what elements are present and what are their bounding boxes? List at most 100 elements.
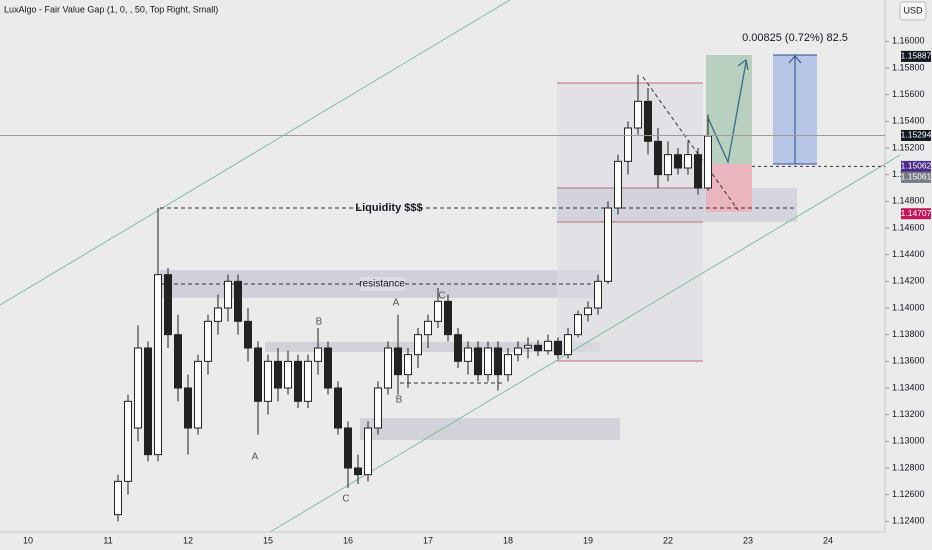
price-marker xyxy=(901,50,931,62)
candle-body xyxy=(354,467,362,476)
candle-body xyxy=(284,360,292,389)
label-bg xyxy=(360,277,405,291)
candle-body xyxy=(464,347,472,362)
y-tick-label: 1.13400 xyxy=(892,382,925,392)
candle-body xyxy=(504,354,512,376)
y-tick-label: 1.13000 xyxy=(892,436,925,446)
candle-body xyxy=(324,347,332,389)
candle-body xyxy=(344,427,352,469)
candle-body xyxy=(614,160,622,209)
price-marker-label: 1.14707 xyxy=(901,208,932,218)
candle-body xyxy=(554,340,562,356)
candle-body xyxy=(214,307,222,322)
y-tick-label: 1.16000 xyxy=(892,36,925,46)
candle-body xyxy=(474,347,482,376)
wave-label: B xyxy=(316,317,323,328)
demand-zone xyxy=(557,188,797,222)
candle-body xyxy=(114,480,122,516)
candle-body xyxy=(404,354,412,376)
candle-body xyxy=(634,100,642,129)
candle-body xyxy=(624,127,632,162)
candle-body xyxy=(374,387,382,429)
y-tick-label: 1.14600 xyxy=(892,222,925,232)
candle-body xyxy=(694,154,702,189)
candle-body xyxy=(454,334,462,362)
candle-body xyxy=(654,140,662,176)
candle-body xyxy=(264,360,272,402)
y-tick-label: 1.15800 xyxy=(892,62,925,72)
x-tick-label: 10 xyxy=(23,535,33,545)
candle-body xyxy=(514,347,522,356)
x-tick-label: 17 xyxy=(423,535,433,545)
currency-box[interactable] xyxy=(899,1,927,21)
price-marker xyxy=(901,171,931,183)
y-tick-label: 1.14000 xyxy=(892,302,925,312)
label-bg xyxy=(360,201,418,215)
candle-body xyxy=(184,387,192,429)
trend-dash xyxy=(642,76,739,211)
wave-label: C xyxy=(438,291,445,302)
y-tick-label: 1.13200 xyxy=(892,409,925,419)
candle-body xyxy=(164,274,172,336)
candle-body xyxy=(424,320,432,336)
y-tick-label: 1.12600 xyxy=(892,489,925,499)
candle-body xyxy=(684,154,692,169)
candle-body xyxy=(134,347,142,429)
candle-body xyxy=(674,154,682,169)
x-tick-label: 12 xyxy=(183,535,193,545)
projection-path xyxy=(707,61,747,165)
x-tick-label: 15 xyxy=(263,535,273,545)
y-tick-label: 1.13600 xyxy=(892,356,925,366)
candle-body xyxy=(544,340,552,352)
candle-body xyxy=(204,320,212,362)
candle-body xyxy=(434,300,442,322)
price-marker xyxy=(901,208,931,220)
candle-body xyxy=(524,344,532,349)
candle-body xyxy=(444,300,452,336)
channel-line xyxy=(269,154,901,533)
y-tick-label: 1.15400 xyxy=(892,116,925,126)
candle-body xyxy=(564,334,572,356)
candle-body xyxy=(494,347,502,376)
candle-body xyxy=(234,280,242,322)
x-tick-label: 23 xyxy=(743,535,753,545)
currency[interactable]: USD xyxy=(903,5,923,15)
x-tick-label: 19 xyxy=(583,535,593,545)
y-tick-label: 1.12400 xyxy=(892,516,925,526)
y-tick-label: 1.13800 xyxy=(892,329,925,339)
wave-label: B xyxy=(396,395,403,406)
stop-box xyxy=(706,164,752,212)
candle-body xyxy=(144,347,152,456)
candle-body xyxy=(534,344,542,352)
candle-body xyxy=(484,347,492,376)
y-tick-label: 1.14800 xyxy=(892,196,925,206)
candle-body xyxy=(704,135,712,189)
measure-arrow-head xyxy=(788,55,802,64)
candle-body xyxy=(124,400,132,482)
candle-body xyxy=(244,320,252,349)
wave-label: A xyxy=(252,452,259,463)
price-marker-label: 1.15294 xyxy=(901,130,932,140)
price-marker-label: 1.15061 xyxy=(901,172,932,182)
target-box xyxy=(706,55,752,164)
candle-body xyxy=(604,207,612,282)
channel-line xyxy=(0,0,511,306)
y-tick-label: 1.14200 xyxy=(892,276,925,286)
candle-body xyxy=(584,307,592,316)
wave-label: A xyxy=(393,298,400,309)
position-info: 0.00825 (0.72%) 82.5 xyxy=(742,32,848,44)
candle-body xyxy=(274,360,282,389)
liquidity-label: Liquidity $$$ xyxy=(355,202,422,214)
wave-label: C xyxy=(342,494,349,505)
y-tick-label: 1.12800 xyxy=(892,462,925,472)
x-tick-label: 11 xyxy=(103,535,112,545)
y-tick-label: 1.14400 xyxy=(892,249,925,259)
candle-body xyxy=(224,280,232,309)
candle-body xyxy=(644,100,652,142)
candle-body xyxy=(414,334,422,356)
fvg-zone xyxy=(265,342,600,352)
candle-body xyxy=(394,347,402,376)
x-tick-label: 24 xyxy=(823,535,833,545)
indicator-title: LuxAlgo - Fair Value Gap (1, 0, , 50, To… xyxy=(4,4,218,14)
